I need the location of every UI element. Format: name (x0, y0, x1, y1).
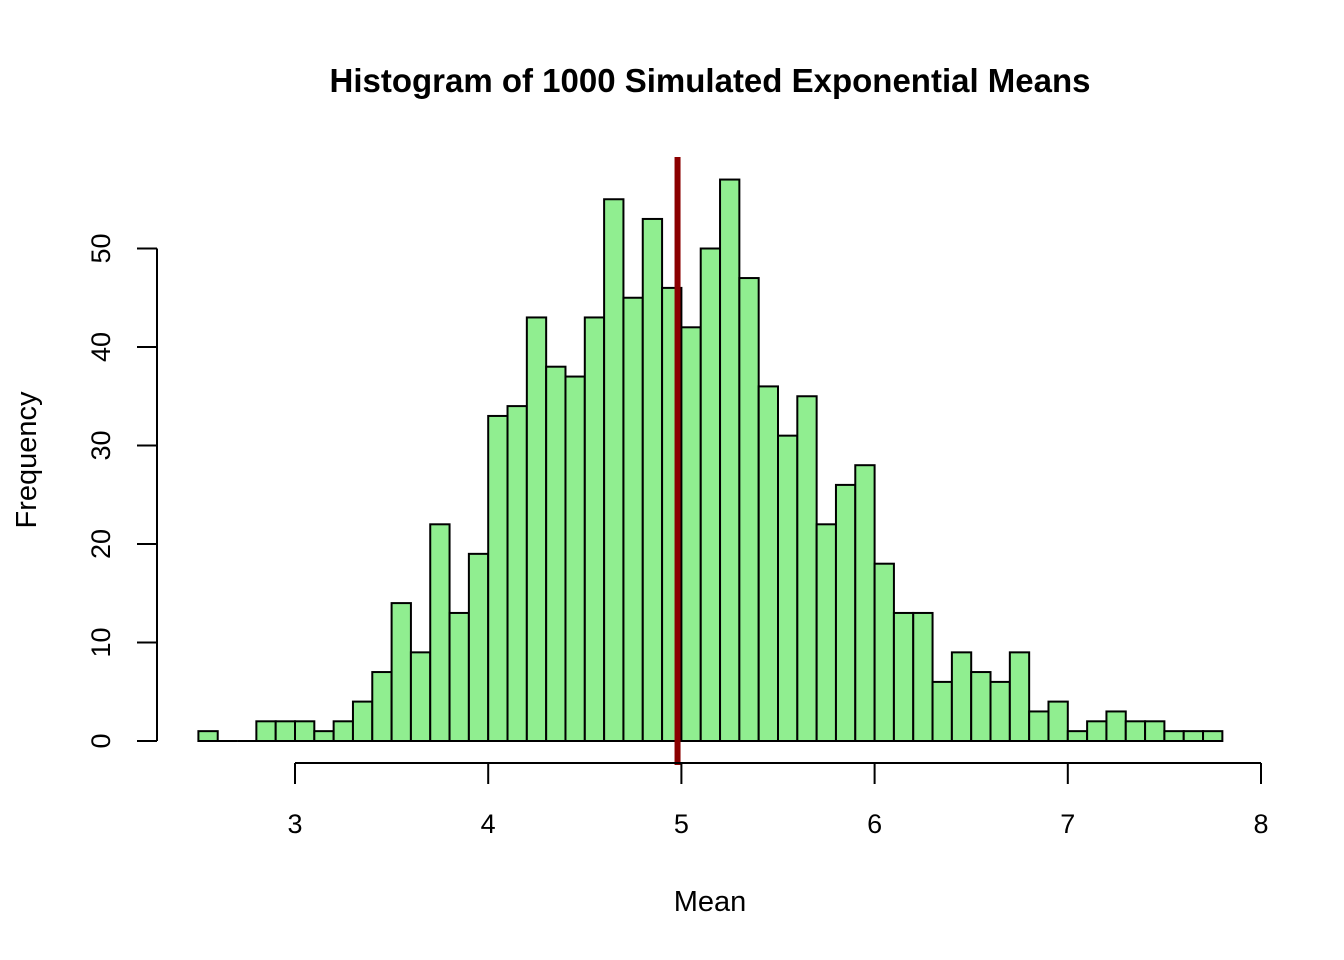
histogram-bar (313, 730, 335, 743)
histogram-bar (950, 651, 973, 742)
x-tick-label: 5 (674, 809, 689, 839)
y-tick-label: 40 (86, 332, 116, 362)
histogram-bar (409, 651, 432, 742)
histogram-bar (1066, 730, 1089, 743)
histogram-bar (332, 720, 354, 742)
histogram-bar (931, 680, 953, 743)
histogram-bar (738, 277, 760, 742)
histogram-bar (1086, 720, 1108, 742)
y-tick-label: 30 (86, 430, 116, 460)
y-axis-title: Frequency (11, 391, 43, 529)
histogram-bar (1144, 720, 1166, 742)
histogram-bar (1182, 730, 1205, 743)
histogram-bar (351, 700, 374, 742)
histogram-bar (1124, 720, 1147, 742)
histogram-bar (777, 434, 799, 742)
x-tick-label: 8 (1253, 809, 1268, 839)
x-axis-title: Mean (674, 886, 747, 918)
histogram-bar (525, 316, 548, 742)
histogram-bar (622, 296, 644, 742)
histogram-bar (564, 375, 586, 742)
histogram-bar (815, 523, 837, 742)
y-tick-label: 0 (86, 733, 116, 748)
x-axis: 3 4 5 6 7 8 (287, 762, 1269, 839)
histogram-bar (912, 611, 934, 743)
histogram-bar (699, 247, 722, 742)
histogram-bar (390, 602, 412, 742)
x-tick-label: 6 (867, 809, 882, 839)
histogram-bar (371, 671, 393, 742)
histogram-bar (680, 326, 702, 742)
histogram-bar (487, 414, 509, 742)
histogram-bar (1105, 710, 1127, 743)
histogram-bar (873, 562, 895, 743)
histogram-bar (545, 365, 567, 742)
histogram-bar (989, 680, 1011, 743)
histogram-bar (796, 395, 818, 742)
histogram-bar (429, 523, 451, 742)
histogram-bar (274, 720, 296, 742)
histogram-bar (834, 483, 857, 742)
histogram-bar (583, 316, 606, 742)
histogram-bar (1047, 700, 1069, 742)
histogram-bar (892, 611, 915, 743)
histogram-bar (294, 720, 316, 742)
histogram-bar (641, 217, 664, 742)
histogram-bar (1008, 651, 1031, 742)
chart-title: Histogram of 1000 Simulated Exponential … (329, 62, 1090, 99)
x-tick-label: 3 (287, 809, 302, 839)
histogram-bar (255, 720, 277, 742)
histogram-bar (757, 385, 779, 742)
histogram-bar (1028, 710, 1050, 743)
histogram-bar (603, 198, 625, 742)
histogram-bar (448, 611, 470, 743)
bars-group (197, 178, 1224, 743)
histogram-bar (854, 464, 876, 742)
y-tick-label: 10 (86, 627, 116, 657)
x-tick-label: 4 (481, 809, 496, 839)
histogram-bar (467, 552, 490, 742)
histogram-bar (719, 178, 741, 743)
y-tick-label: 20 (86, 529, 116, 559)
y-tick-label: 50 (86, 233, 116, 263)
y-axis: 0 10 20 30 40 50 (86, 233, 158, 749)
histogram-bar (1202, 730, 1224, 743)
histogram-bar (197, 730, 219, 743)
histogram-bar (1163, 730, 1185, 743)
histogram-bar (970, 671, 992, 742)
histogram-bar (506, 405, 528, 742)
x-tick-label: 7 (1060, 809, 1075, 839)
